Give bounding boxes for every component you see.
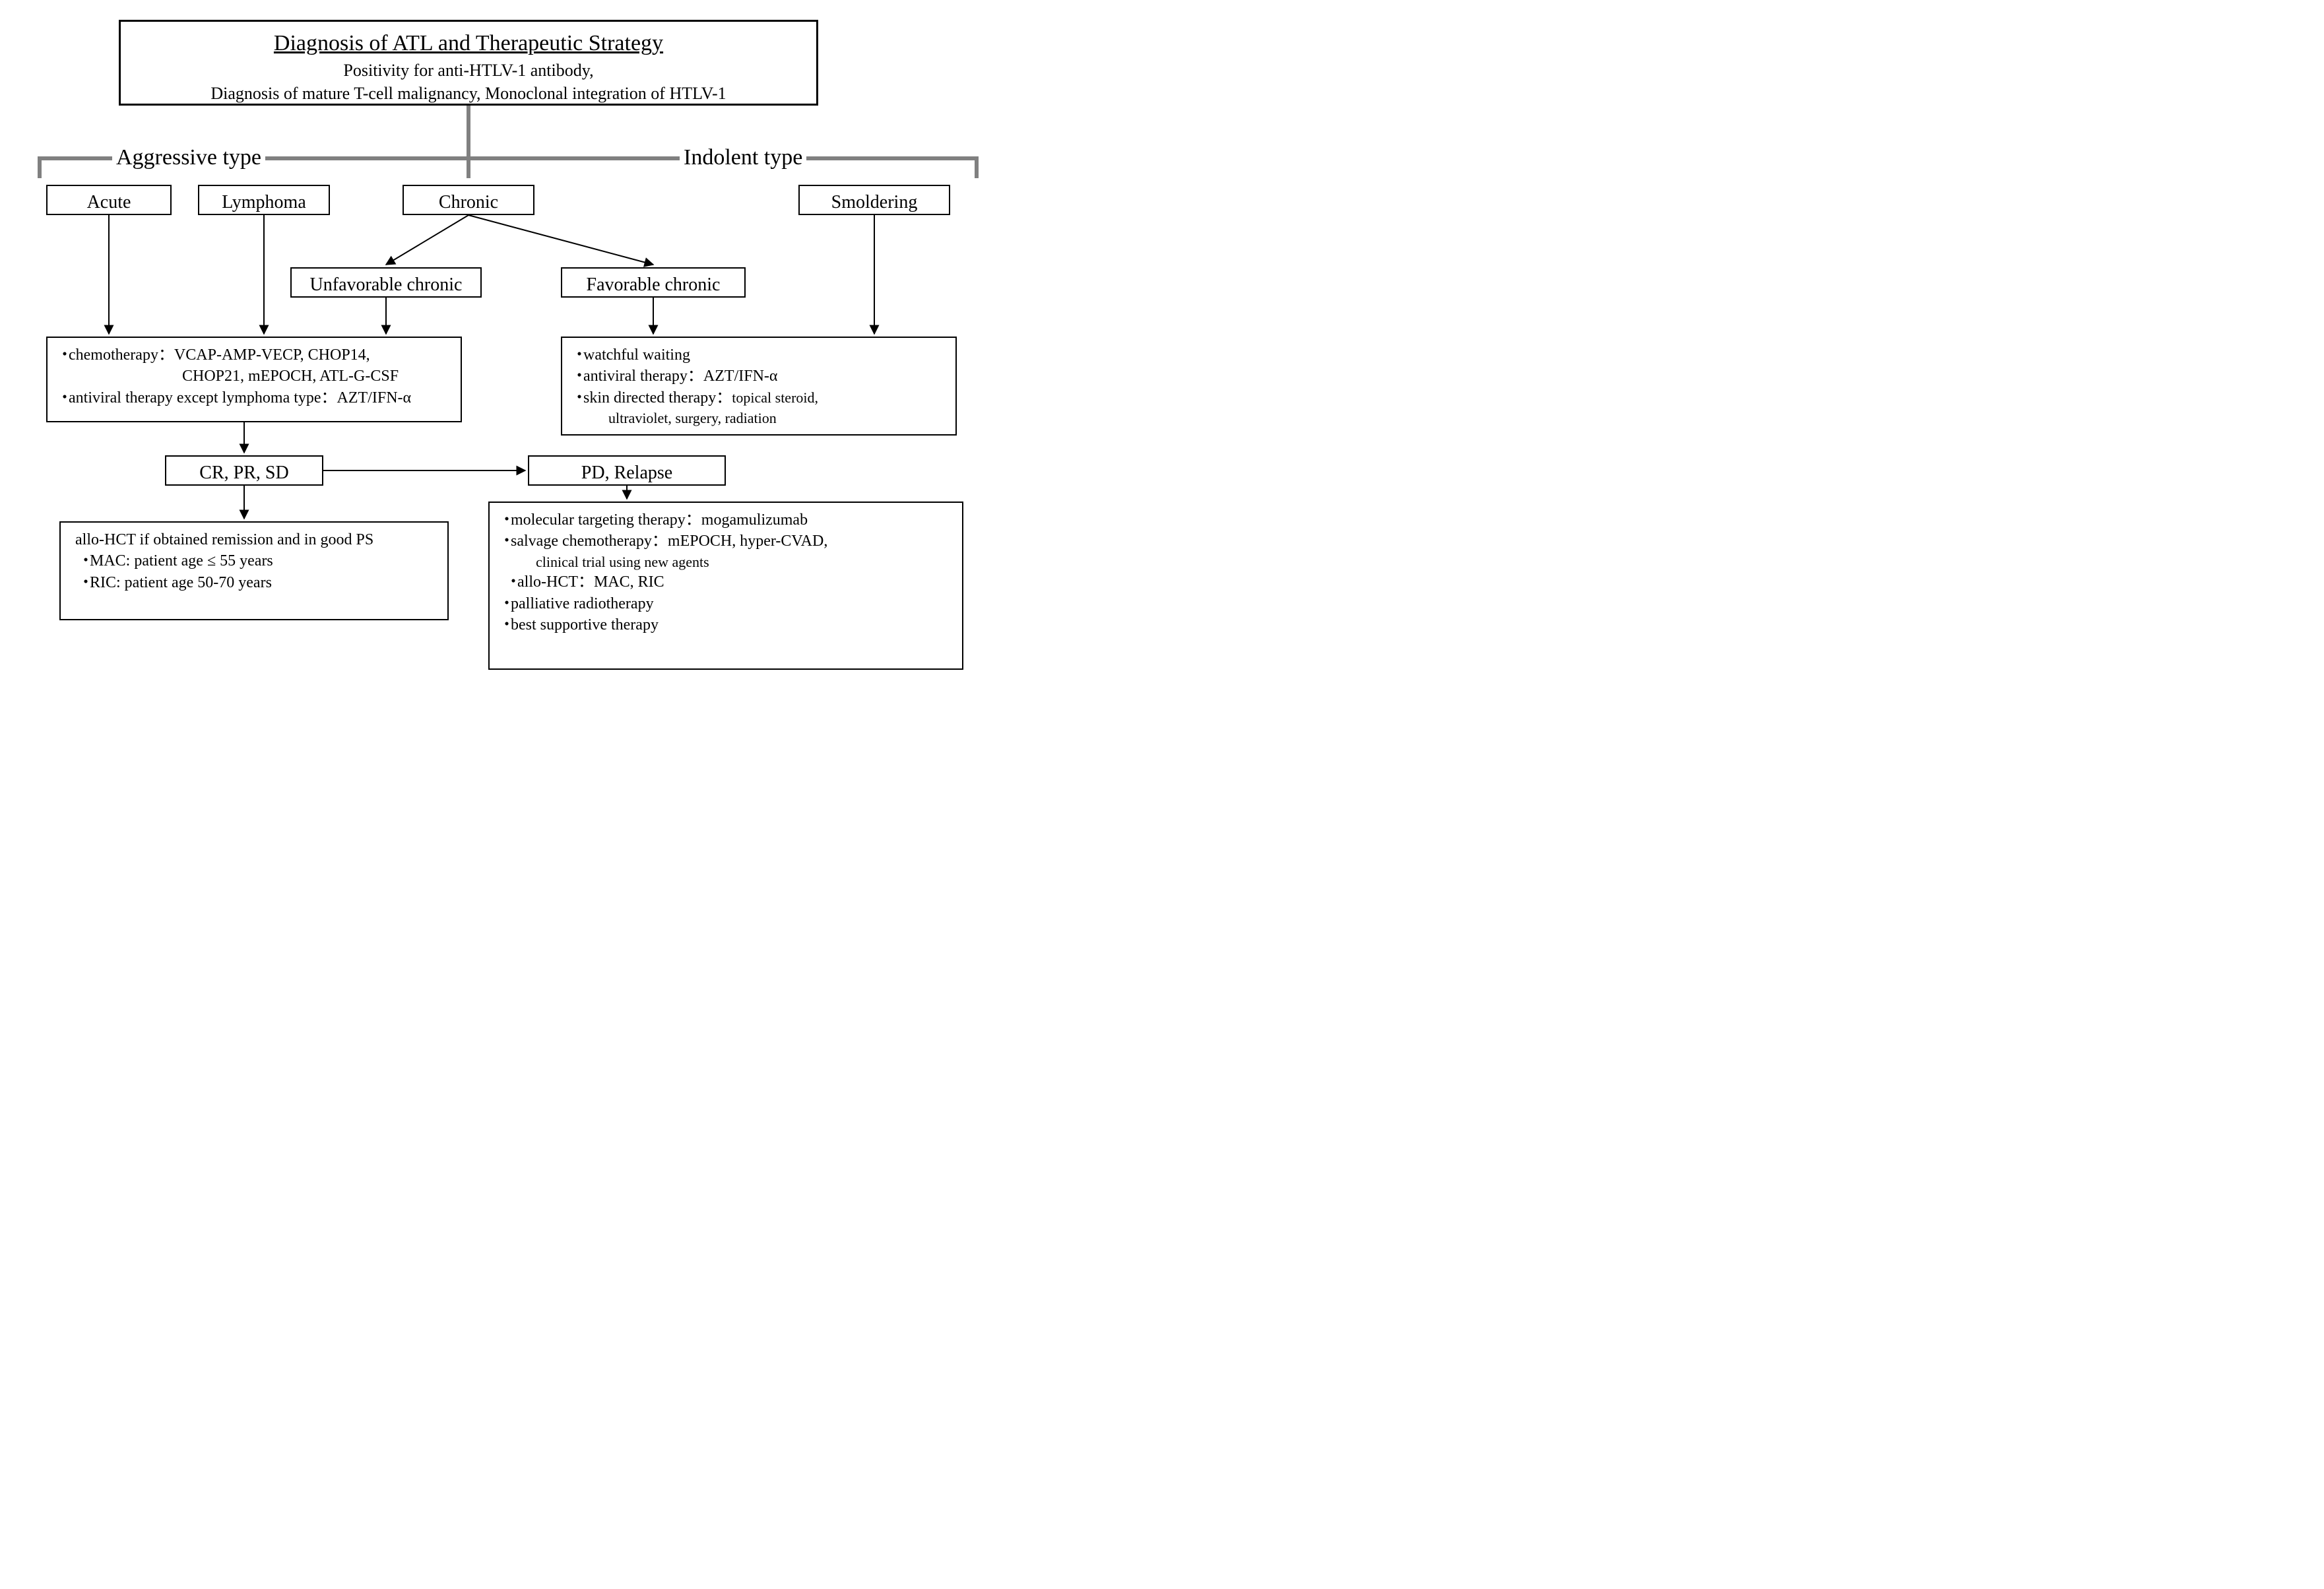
chronic-box: Chronic bbox=[403, 185, 534, 215]
favorable-chronic-box: Favorable chronic bbox=[561, 267, 746, 298]
indolent-treatment-box: ・ watchful waiting ・ antiviral therapy：A… bbox=[561, 337, 957, 436]
indo-tx-3a-part2: topical steroid, bbox=[732, 389, 818, 406]
allo-hct-box: allo-HCT if obtained remission and in go… bbox=[59, 521, 449, 620]
cr-pr-sd-box: CR, PR, SD bbox=[165, 455, 323, 486]
flowchart-canvas: Diagnosis of ATL and Therapeutic Strateg… bbox=[13, 13, 1003, 726]
aggr-tx-line-2: antiviral therapy except lymphoma type：A… bbox=[69, 387, 451, 408]
lymphoma-label: Lymphoma bbox=[222, 192, 306, 212]
aggr-tx-line-1a: chemotherapy：VCAP-AMP-VECP, CHOP14, bbox=[69, 344, 451, 366]
indolent-type-label: Indolent type bbox=[680, 145, 806, 170]
pd-line-2a: salvage chemotherapy：mEPOCH, hyper-CVAD, bbox=[511, 531, 953, 552]
smoldering-label: Smoldering bbox=[831, 192, 918, 212]
unfavorable-chronic-label: Unfavorable chronic bbox=[310, 275, 463, 295]
pd-line-2b: clinical trial using new agents bbox=[499, 552, 953, 572]
allo-line-3: RIC: patient age 50-70 years bbox=[90, 572, 438, 593]
pd-treatment-box: ・molecular targeting therapy：mogamulizum… bbox=[488, 502, 963, 670]
title-box: Diagnosis of ATL and Therapeutic Strateg… bbox=[119, 20, 818, 106]
pd-line-5: best supportive therapy bbox=[511, 614, 953, 635]
bullet-icon: ・ bbox=[57, 344, 69, 366]
aggressive-treatment-box: ・ chemotherapy：VCAP-AMP-VECP, CHOP14, CH… bbox=[46, 337, 462, 422]
aggressive-type-label: Aggressive type bbox=[112, 145, 265, 170]
allo-line-1: allo-HCT if obtained remission and in go… bbox=[70, 529, 438, 550]
pd-line-1: molecular targeting therapy：mogamulizuma… bbox=[511, 509, 953, 531]
title-sub-2: Diagnosis of mature T-cell malignancy, M… bbox=[139, 82, 798, 105]
lymphoma-box: Lymphoma bbox=[198, 185, 330, 215]
acute-box: Acute bbox=[46, 185, 172, 215]
bullet-icon: ・ bbox=[505, 571, 517, 593]
bullet-icon: ・ bbox=[499, 593, 511, 614]
bullet-icon: ・ bbox=[499, 531, 511, 552]
smoldering-box: Smoldering bbox=[798, 185, 950, 215]
acute-label: Acute bbox=[87, 192, 131, 212]
bullet-icon: ・ bbox=[78, 572, 90, 593]
pd-relapse-box: PD, Relapse bbox=[528, 455, 726, 486]
bullet-icon: ・ bbox=[571, 387, 583, 408]
bullet-icon: ・ bbox=[57, 387, 69, 408]
unfavorable-chronic-box: Unfavorable chronic bbox=[290, 267, 482, 298]
indo-tx-line-3a: skin directed therapy：topical steroid, bbox=[583, 387, 946, 408]
bullet-icon: ・ bbox=[571, 344, 583, 366]
indo-tx-line-3c: ultraviolet, surgery, radiation bbox=[571, 408, 946, 428]
indo-tx-line-2: antiviral therapy：AZT/IFN-α bbox=[583, 366, 946, 387]
allo-line-2: MAC: patient age ≤ 55 years bbox=[90, 550, 438, 571]
pd-line-4: palliative radiotherapy bbox=[511, 593, 953, 614]
indo-tx-line-1: watchful waiting bbox=[583, 344, 946, 366]
title-sub-1: Positivity for anti-HTLV-1 antibody, bbox=[139, 59, 798, 82]
pd-relapse-label: PD, Relapse bbox=[581, 463, 672, 483]
bullet-icon: ・ bbox=[499, 614, 511, 635]
bullet-icon: ・ bbox=[499, 509, 511, 531]
title-main: Diagnosis of ATL and Therapeutic Strateg… bbox=[139, 28, 798, 59]
favorable-chronic-label: Favorable chronic bbox=[587, 275, 721, 295]
bullet-icon: ・ bbox=[78, 550, 90, 571]
chronic-label: Chronic bbox=[439, 192, 498, 212]
indo-tx-3a-part1: skin directed therapy： bbox=[583, 389, 732, 406]
pd-line-3: allo-HCT：MAC, RIC bbox=[517, 571, 953, 593]
bullet-icon: ・ bbox=[571, 366, 583, 387]
cr-pr-sd-label: CR, PR, SD bbox=[199, 463, 288, 483]
aggr-tx-line-1b: CHOP21, mEPOCH, ATL-G-CSF bbox=[57, 366, 451, 387]
